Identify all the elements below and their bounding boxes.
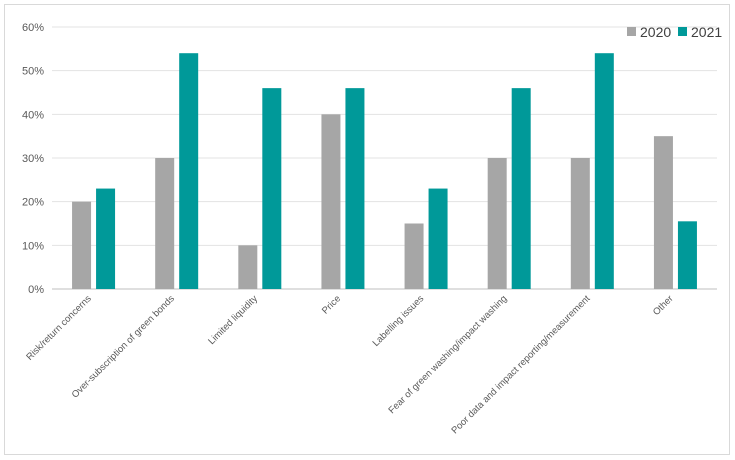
x-tick-label: Labelling issues bbox=[371, 293, 427, 349]
y-tick-label: 50% bbox=[22, 66, 44, 78]
bar-2021 bbox=[511, 88, 531, 289]
x-tick-label: Over-subscription of green bonds bbox=[70, 293, 177, 400]
legend-label: 2021 bbox=[691, 24, 722, 40]
x-tick-label: Limited liquidity bbox=[206, 293, 260, 347]
bar-2020 bbox=[72, 201, 92, 289]
legend-label: 2020 bbox=[640, 24, 671, 40]
bar-2020 bbox=[321, 114, 341, 289]
chart-frame: 0% 10% 20% 30% 40% 50% 60% Risk/return concern… bbox=[4, 4, 730, 455]
y-tick-label: 20% bbox=[22, 197, 44, 209]
bar-2021 bbox=[594, 53, 614, 290]
y-tick-label: 40% bbox=[22, 109, 44, 121]
bar-2020 bbox=[653, 136, 673, 289]
bar-2021 bbox=[96, 188, 116, 289]
bar-2020 bbox=[487, 158, 507, 289]
x-tick-label: Poor data and impact reporting/measureme… bbox=[449, 293, 592, 436]
bar-2021 bbox=[677, 221, 697, 289]
bar-2021 bbox=[179, 53, 199, 290]
x-tick-label: Risk/return concerns bbox=[24, 293, 94, 363]
bar-2021 bbox=[262, 88, 282, 289]
bars bbox=[72, 53, 697, 290]
bar-2021 bbox=[345, 88, 365, 289]
y-tick-label: 10% bbox=[22, 240, 44, 252]
bar-2020 bbox=[238, 245, 258, 289]
bar-2021 bbox=[428, 188, 448, 289]
bar-2020 bbox=[155, 158, 175, 289]
legend-swatch bbox=[678, 27, 687, 36]
bar-2020 bbox=[404, 223, 424, 289]
y-axis-ticks: 0% 10% 20% 30% 40% 50% 60% bbox=[22, 22, 44, 296]
y-tick-label: 0% bbox=[28, 284, 44, 296]
y-tick-label: 30% bbox=[22, 153, 44, 165]
bar-chart: 0% 10% 20% 30% 40% 50% 60% Risk/return concern… bbox=[22, 22, 722, 436]
bar-2020 bbox=[570, 158, 590, 289]
legend-swatch bbox=[627, 27, 636, 36]
legend: 2020 2021 bbox=[627, 24, 722, 40]
x-tick-label: Price bbox=[320, 293, 343, 316]
x-tick-label: Other bbox=[651, 293, 676, 318]
gridlines bbox=[52, 26, 717, 290]
y-tick-label: 60% bbox=[22, 22, 44, 34]
